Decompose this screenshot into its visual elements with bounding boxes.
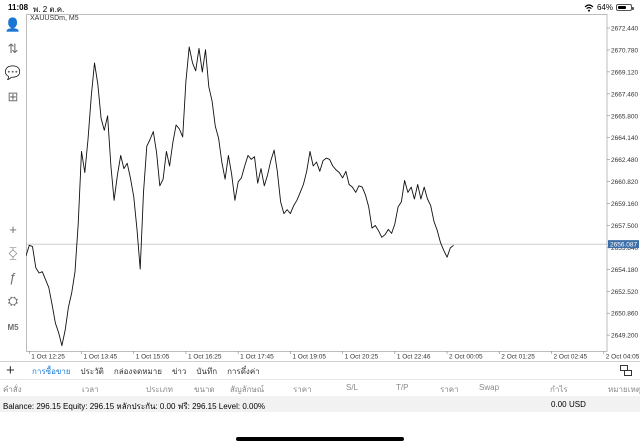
- indicators-icon[interactable]: ⧰: [8, 245, 18, 260]
- y-tick-label: 2667.460: [611, 91, 638, 98]
- symbol-label: XAUUSDm, M5: [30, 15, 79, 22]
- price-series-line: [25, 46, 454, 347]
- crosshair-icon[interactable]: +: [9, 221, 17, 237]
- column-header[interactable]: ขนาด: [194, 385, 215, 394]
- x-tick-label: 1 Oct 17:45: [240, 354, 274, 360]
- battery-fill: [618, 6, 626, 9]
- column-header[interactable]: คำสั่ง: [3, 385, 22, 394]
- bottom-tab-bar: + การซื้อขาย ประวัติ กล่องจดหมาย ข่าว บันทึก…: [0, 361, 640, 379]
- tab-4[interactable]: บันทึก: [196, 367, 218, 376]
- tab-3[interactable]: ข่าว: [171, 367, 187, 376]
- column-header[interactable]: เวลา: [82, 385, 99, 394]
- y-tick-label: 2665.800: [611, 113, 638, 120]
- price-chart[interactable]: 2672.440 2670.780 2669.120 2667.460 2665.800…: [25, 14, 640, 361]
- status-date: พ. 2 ต.ค.: [33, 5, 65, 14]
- plot-frame: [26, 14, 608, 352]
- column-header[interactable]: หมายเหตุ: [608, 385, 640, 394]
- status-right: 64%: [584, 3, 634, 12]
- y-tick-label: 2670.780: [611, 47, 638, 54]
- x-tick-label: 2 Oct 02:45: [554, 354, 588, 360]
- y-tick-label: 2655.840: [611, 245, 638, 252]
- column-header[interactable]: กำไร: [550, 385, 568, 394]
- battery-icon: [616, 4, 634, 11]
- timeframe-label[interactable]: M5: [7, 322, 19, 332]
- y-tick-label: 2664.140: [611, 135, 638, 142]
- expand-panel-icon[interactable]: [620, 365, 632, 376]
- balance-row: Balance: 296.15 Equity: 296.15 หลักประกั…: [0, 396, 640, 412]
- currency-label: USD: [569, 400, 586, 409]
- tab-5[interactable]: การดึ๋งค่า: [227, 367, 260, 376]
- add-chart-icon[interactable]: ⊞: [7, 89, 19, 104]
- wifi-icon: [584, 3, 594, 12]
- x-tick-label: 1 Oct 22:46: [397, 354, 431, 360]
- x-tick-label: 1 Oct 15:05: [136, 354, 170, 360]
- profile-icon[interactable]: 👤: [4, 17, 22, 32]
- add-order-button[interactable]: +: [6, 362, 15, 379]
- chat-icon[interactable]: 💬: [4, 65, 22, 80]
- x-tick-label: 1 Oct 20:25: [345, 354, 379, 360]
- y-tick-label: 2662.480: [611, 157, 638, 164]
- x-tick-label: 1 Oct 19:05: [292, 354, 326, 360]
- column-header[interactable]: สัญลักษณ์: [230, 385, 265, 394]
- x-tick-label: 1 Oct 12:25: [31, 354, 65, 360]
- current-price-label: 2656.087: [610, 242, 637, 249]
- column-header[interactable]: ประเภท: [146, 385, 173, 394]
- y-tick-label: 2660.820: [611, 179, 638, 186]
- y-tick-label: 2649.200: [611, 333, 638, 340]
- column-header[interactable]: T/P: [396, 383, 409, 392]
- x-tick-label: 1 Oct 16:25: [188, 354, 222, 360]
- y-tick-label: 2659.160: [611, 201, 638, 208]
- y-tick-label: 2669.120: [611, 69, 638, 76]
- left-toolbar: 👤 ⇅ 💬 ⊞ + ⧰ ƒ ⛭ M5: [0, 14, 26, 359]
- trade-column-headers: คำสั่ง เวลา ประเภท ขนาด สัญลักษณ์ ราคา S/L T/P ร…: [0, 379, 640, 394]
- column-header[interactable]: Swap: [479, 383, 500, 392]
- tab-1[interactable]: ประวัติ: [80, 367, 104, 376]
- function-icon[interactable]: ƒ: [9, 269, 17, 285]
- tab-2[interactable]: กล่องจดหมาย: [113, 367, 162, 376]
- y-tick-label: 2650.860: [611, 311, 638, 318]
- battery-percent: 64%: [596, 3, 613, 12]
- terminal-tabs: การซื้อขาย ประวัติ กล่องจดหมาย ข่าว บันทึก กา…: [32, 365, 260, 378]
- home-indicator[interactable]: [236, 437, 404, 441]
- status-time: 11:08: [8, 3, 29, 12]
- tab-0[interactable]: การซื้อขาย: [32, 367, 71, 376]
- column-header[interactable]: ราคา: [440, 385, 459, 394]
- x-tick-label: 1 Oct 13:45: [83, 354, 117, 360]
- profit-value: 0.00: [551, 400, 567, 409]
- y-tick-label: 2657.500: [611, 223, 638, 230]
- objects-icon[interactable]: ⛭: [7, 293, 19, 308]
- x-tick-label: 2 Oct 00:05: [449, 354, 483, 360]
- status-bar: 11:08 พ. 2 ต.ค. 64%: [0, 0, 640, 14]
- x-tick-label: 2 Oct 04:05: [606, 354, 640, 360]
- x-tick-label: 2 Oct 01:25: [501, 354, 535, 360]
- current-price-tag: [608, 240, 639, 249]
- column-header[interactable]: ราคา: [293, 385, 312, 394]
- chart-svg[interactable]: 2672.440 2670.780 2669.120 2667.460 2665.800…: [25, 14, 640, 361]
- y-tick-label: 2652.520: [611, 289, 638, 296]
- balance-text: Balance: 296.15 Equity: 296.15 หลักประกั…: [3, 402, 266, 411]
- column-header[interactable]: S/L: [346, 383, 359, 392]
- y-tick-label: 2654.180: [611, 267, 638, 274]
- y-tick-label: 2672.440: [611, 26, 638, 33]
- trade-icon[interactable]: ⇅: [7, 41, 19, 56]
